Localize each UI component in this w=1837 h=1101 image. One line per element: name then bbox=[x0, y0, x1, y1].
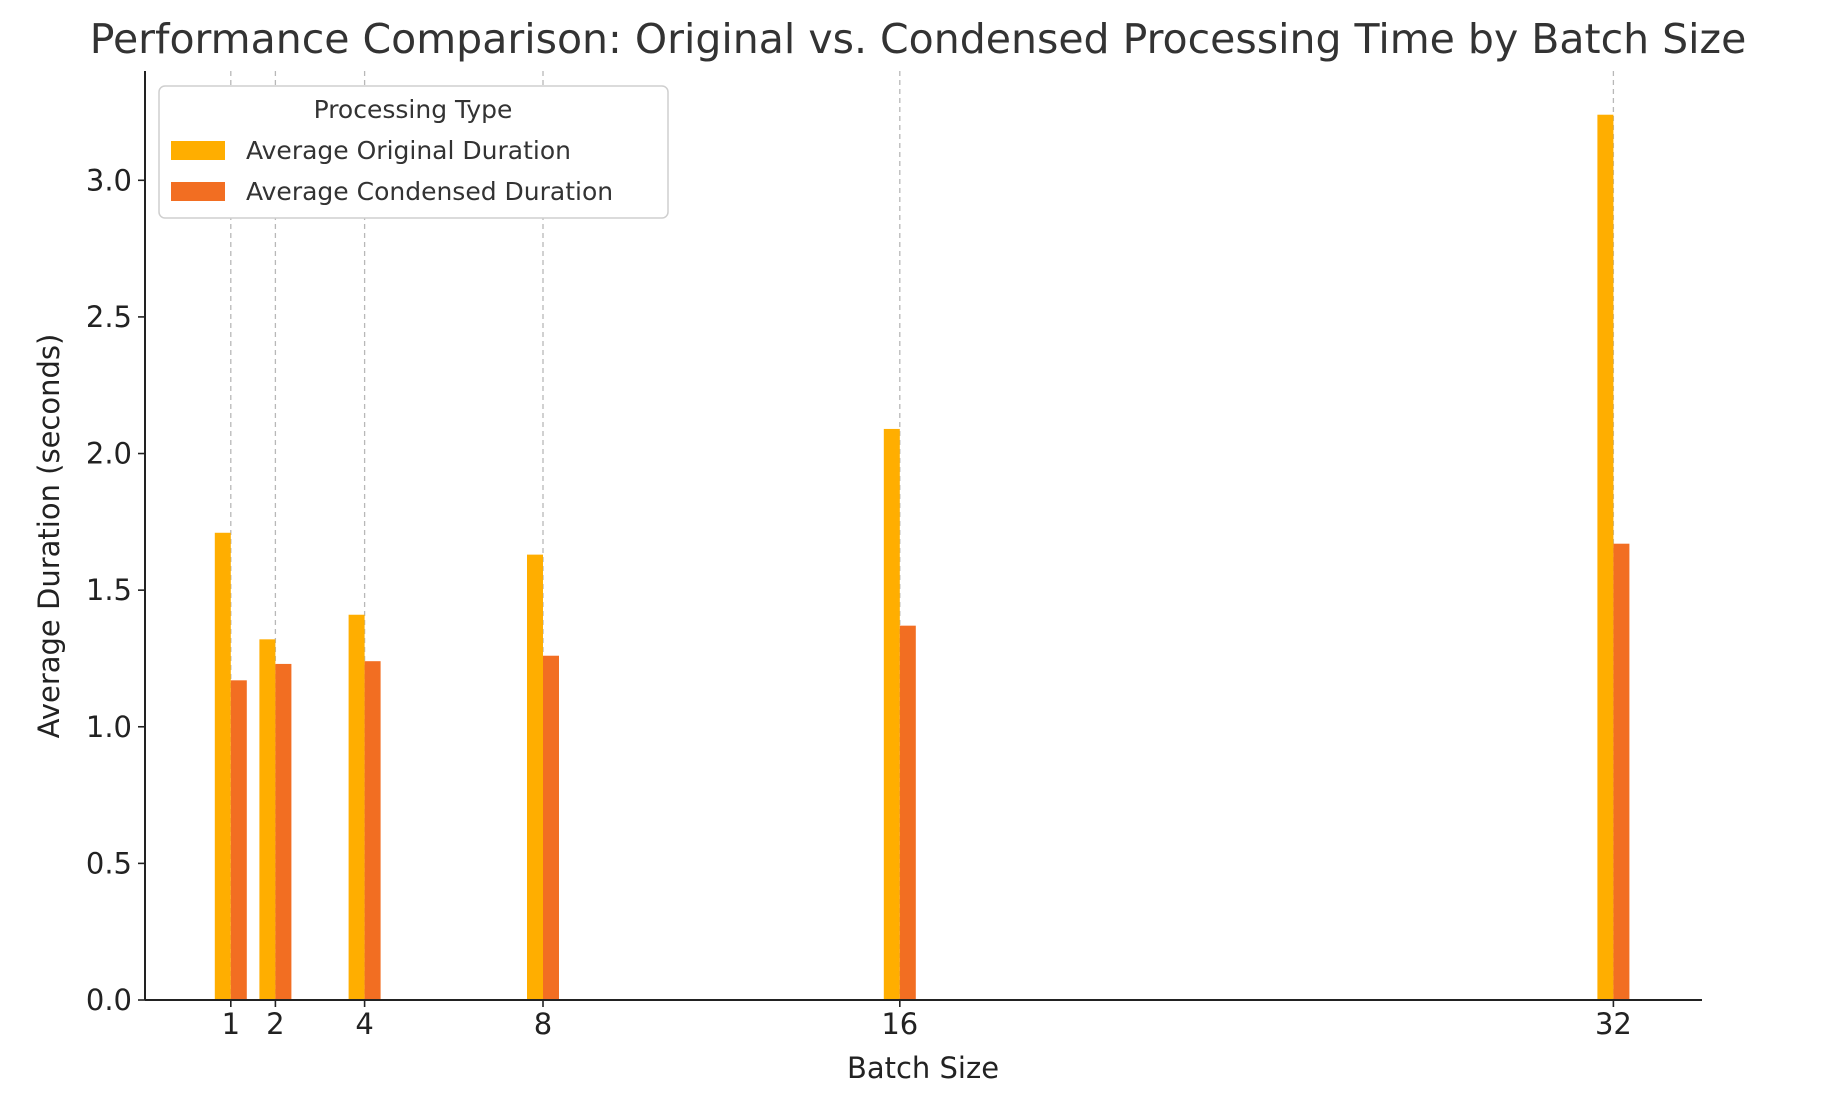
legend-label-condensed: Average Condensed Duration bbox=[246, 177, 613, 206]
bar-original bbox=[1597, 114, 1614, 1000]
legend-swatch-original bbox=[171, 141, 225, 160]
y-tick-label: 2.0 bbox=[86, 437, 132, 471]
tick-layer: 1 2 4 8 16 32 0.0 0.5 1.0 1.5 2.0 2.5 3.0 bbox=[86, 163, 1632, 1041]
bar-original bbox=[527, 554, 543, 1000]
bar-condensed bbox=[230, 680, 247, 1000]
bar-condensed bbox=[899, 625, 916, 1000]
legend-label-original: Average Original Duration bbox=[246, 136, 571, 165]
y-axis-label: Average Duration (seconds) bbox=[32, 334, 66, 739]
bar-condensed bbox=[275, 663, 292, 1000]
bar-layer bbox=[214, 114, 1630, 1000]
bar-condensed bbox=[1613, 543, 1630, 1000]
y-tick-label: 3.0 bbox=[86, 163, 132, 197]
bar-original bbox=[883, 428, 900, 1000]
legend-swatch-condensed bbox=[171, 182, 225, 201]
bar-original bbox=[259, 639, 276, 1000]
y-tick-label: 2.5 bbox=[86, 300, 132, 334]
legend: Processing Type Average Original Duratio… bbox=[158, 85, 669, 219]
x-tick-label: 8 bbox=[534, 1007, 552, 1041]
bar-condensed bbox=[543, 655, 559, 1000]
legend-box bbox=[158, 85, 669, 219]
bar-original bbox=[348, 614, 365, 1000]
x-tick-label: 2 bbox=[266, 1007, 284, 1041]
y-tick-label: 0.5 bbox=[86, 846, 132, 880]
bar-original bbox=[214, 532, 231, 1000]
x-tick-label: 16 bbox=[881, 1007, 918, 1041]
y-tick-label: 1.5 bbox=[86, 573, 132, 607]
x-axis-label: Batch Size bbox=[847, 1051, 999, 1085]
y-tick-label: 0.0 bbox=[86, 983, 132, 1017]
bar-condensed bbox=[364, 661, 381, 1000]
chart-title: Performance Comparison: Original vs. Con… bbox=[90, 15, 1747, 63]
axis-layer bbox=[144, 71, 1702, 1001]
x-tick-label: 32 bbox=[1595, 1007, 1632, 1041]
x-tick-label: 4 bbox=[355, 1007, 373, 1041]
x-tick-label: 1 bbox=[222, 1007, 240, 1041]
y-tick-label: 1.0 bbox=[86, 710, 132, 744]
legend-title: Processing Type bbox=[314, 95, 513, 124]
